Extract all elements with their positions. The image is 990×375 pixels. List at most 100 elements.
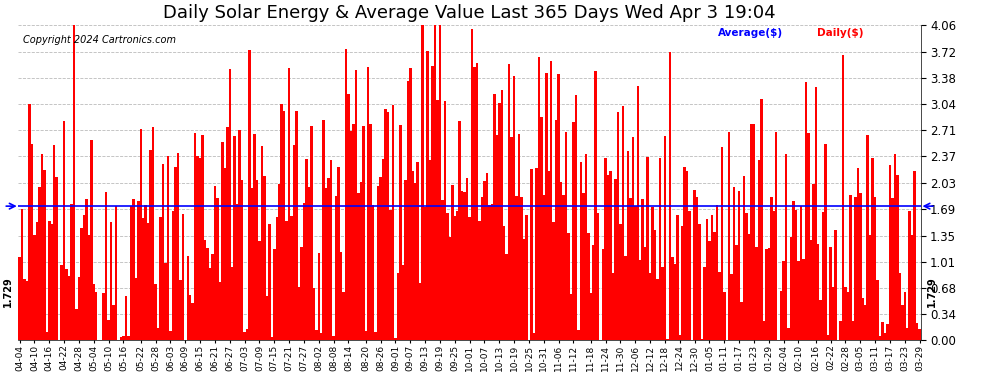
Bar bbox=[881, 322, 884, 340]
Bar bbox=[797, 261, 800, 340]
Bar bbox=[453, 216, 456, 340]
Bar bbox=[374, 332, 377, 340]
Bar bbox=[295, 111, 298, 340]
Bar bbox=[404, 180, 407, 340]
Bar bbox=[780, 291, 782, 340]
Bar bbox=[41, 154, 44, 340]
Bar bbox=[698, 224, 701, 340]
Bar bbox=[278, 184, 280, 340]
Bar bbox=[285, 221, 288, 340]
Bar bbox=[646, 157, 648, 340]
Bar bbox=[308, 187, 310, 340]
Bar bbox=[161, 164, 164, 340]
Bar bbox=[849, 195, 851, 340]
Bar bbox=[468, 217, 471, 340]
Bar bbox=[397, 273, 399, 340]
Bar bbox=[392, 105, 394, 340]
Bar bbox=[787, 328, 790, 340]
Bar bbox=[127, 336, 130, 340]
Bar bbox=[315, 330, 318, 340]
Bar bbox=[906, 328, 909, 340]
Bar bbox=[352, 124, 354, 340]
Bar bbox=[181, 214, 184, 340]
Bar bbox=[50, 224, 53, 340]
Bar bbox=[164, 264, 166, 340]
Bar bbox=[738, 191, 741, 340]
Bar bbox=[624, 256, 627, 340]
Bar bbox=[87, 235, 90, 340]
Bar bbox=[506, 254, 508, 340]
Text: 1.729: 1.729 bbox=[3, 277, 13, 308]
Bar bbox=[765, 249, 767, 340]
Bar bbox=[189, 296, 191, 340]
Bar bbox=[379, 177, 382, 340]
Bar bbox=[663, 136, 666, 340]
Bar bbox=[820, 300, 822, 340]
Bar bbox=[896, 175, 899, 340]
Bar bbox=[362, 126, 364, 340]
Bar bbox=[810, 240, 812, 340]
Bar bbox=[488, 205, 491, 340]
Bar bbox=[171, 211, 174, 340]
Bar bbox=[676, 215, 678, 340]
Bar bbox=[825, 144, 827, 340]
Bar bbox=[367, 67, 369, 341]
Title: Daily Solar Energy & Average Value Last 365 Days Wed Apr 3 19:04: Daily Solar Energy & Average Value Last … bbox=[163, 4, 776, 22]
Bar bbox=[471, 28, 473, 340]
Bar bbox=[874, 197, 876, 340]
Bar bbox=[822, 212, 825, 340]
Bar bbox=[325, 188, 328, 340]
Bar bbox=[597, 213, 599, 340]
Bar bbox=[716, 206, 718, 340]
Bar bbox=[785, 154, 787, 340]
Bar bbox=[557, 74, 560, 340]
Bar bbox=[231, 267, 234, 340]
Bar bbox=[827, 335, 830, 340]
Bar bbox=[191, 303, 194, 340]
Bar bbox=[125, 296, 127, 340]
Bar bbox=[372, 205, 374, 340]
Bar bbox=[151, 127, 154, 340]
Bar bbox=[303, 203, 305, 340]
Bar bbox=[320, 333, 323, 340]
Bar bbox=[812, 184, 815, 340]
Bar bbox=[31, 144, 34, 340]
Bar bbox=[817, 244, 820, 340]
Bar bbox=[891, 198, 894, 340]
Bar bbox=[253, 134, 255, 340]
Bar bbox=[273, 249, 275, 340]
Bar bbox=[653, 230, 656, 340]
Bar bbox=[483, 180, 486, 340]
Bar bbox=[369, 124, 372, 340]
Bar bbox=[807, 134, 810, 340]
Bar bbox=[832, 287, 835, 340]
Bar bbox=[466, 178, 468, 340]
Bar bbox=[92, 285, 95, 340]
Bar bbox=[916, 322, 919, 340]
Bar bbox=[752, 124, 755, 340]
Bar bbox=[82, 215, 85, 340]
Bar bbox=[446, 213, 448, 340]
Bar bbox=[260, 146, 263, 340]
Bar bbox=[503, 226, 506, 340]
Bar bbox=[80, 228, 82, 340]
Bar bbox=[560, 182, 562, 340]
Bar bbox=[429, 160, 432, 340]
Bar bbox=[634, 206, 637, 340]
Bar bbox=[904, 292, 906, 340]
Bar bbox=[224, 168, 226, 340]
Bar bbox=[246, 329, 248, 340]
Bar bbox=[156, 328, 159, 340]
Text: Daily($): Daily($) bbox=[817, 28, 863, 38]
Bar bbox=[414, 183, 417, 340]
Bar bbox=[688, 211, 691, 340]
Bar bbox=[424, 207, 427, 340]
Bar bbox=[718, 273, 721, 340]
Bar bbox=[861, 298, 864, 340]
Bar bbox=[668, 53, 671, 340]
Bar bbox=[293, 146, 295, 340]
Bar bbox=[248, 50, 250, 340]
Bar bbox=[149, 150, 151, 340]
Bar bbox=[602, 249, 604, 340]
Bar bbox=[473, 67, 476, 341]
